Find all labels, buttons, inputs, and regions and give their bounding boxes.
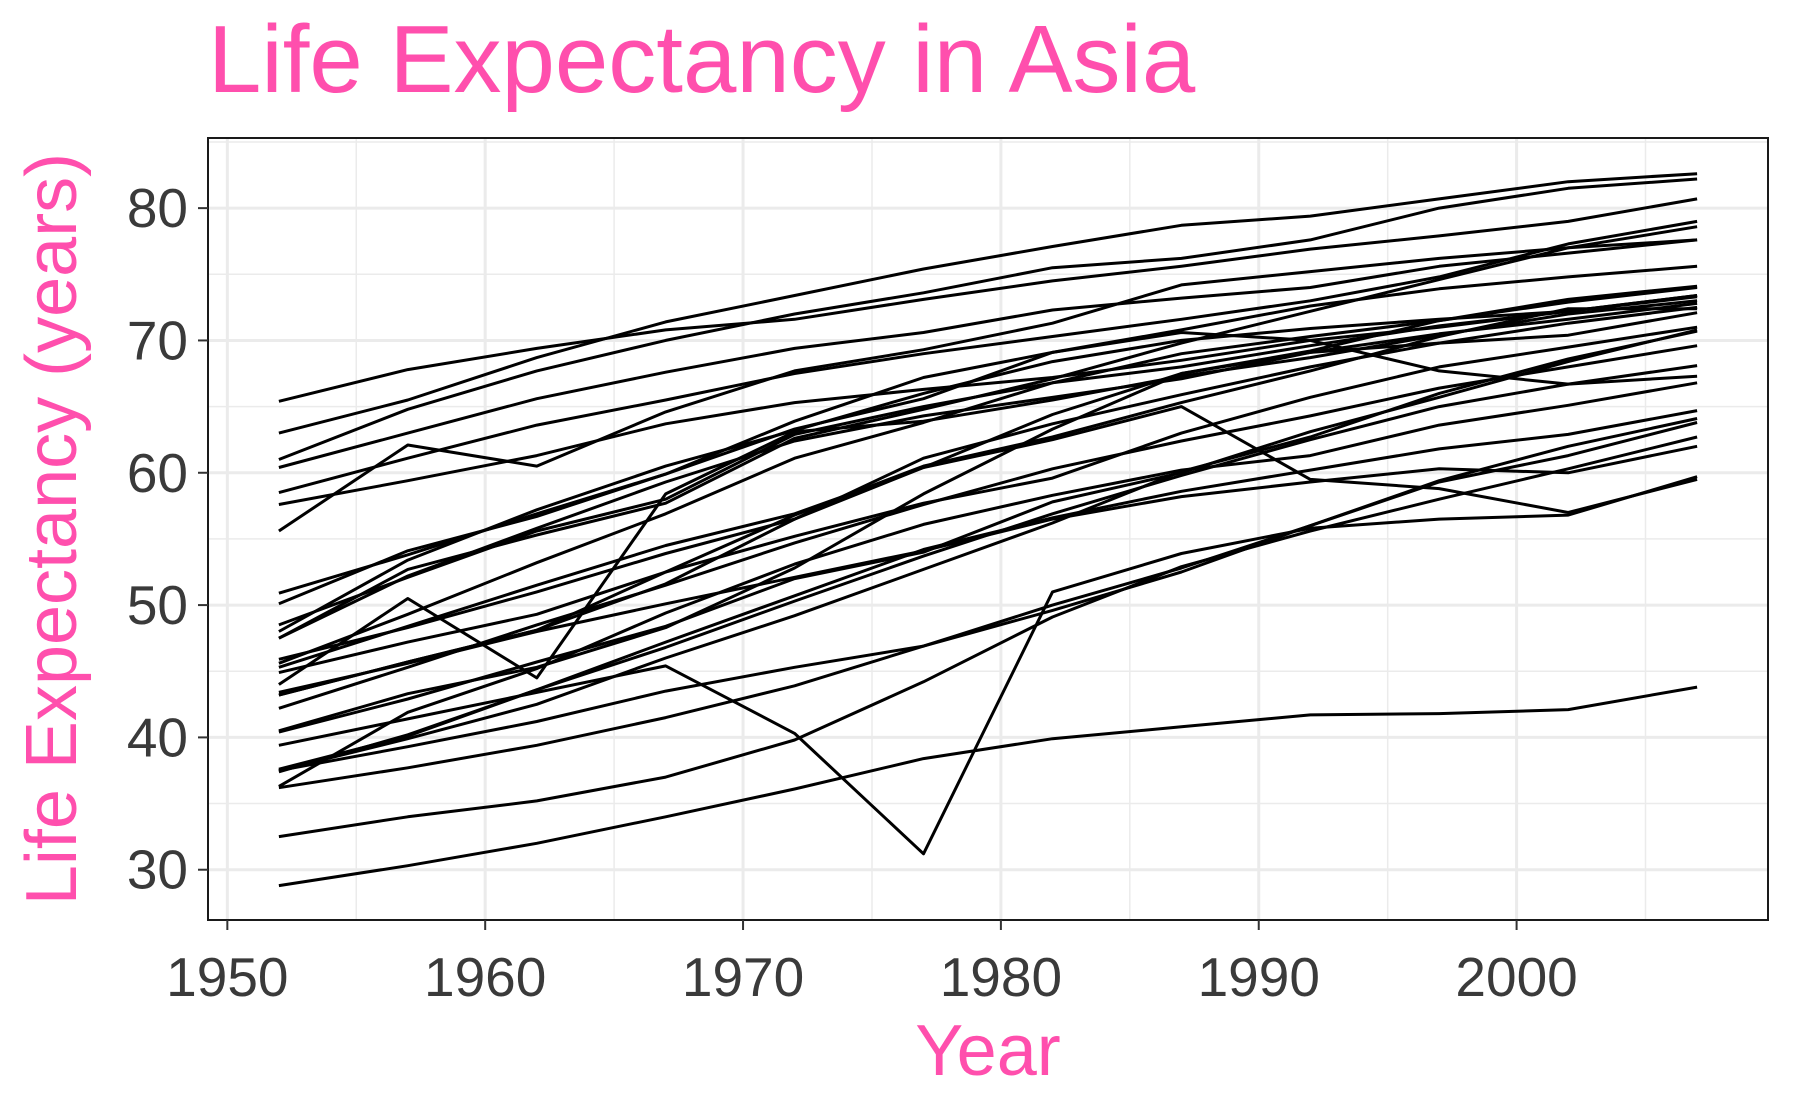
x-tick-label: 1960	[424, 946, 546, 1008]
series-line-30	[278, 328, 1698, 734]
series-line-8	[278, 329, 1698, 772]
series-line-14	[278, 331, 1698, 606]
y-tick-label: 70	[127, 309, 188, 371]
y-axis-title: Life Expectancy (years)	[12, 153, 92, 905]
series-line-33	[278, 311, 1698, 640]
series-line-19	[278, 381, 1698, 788]
chart-title: Life Expectancy in Asia	[208, 6, 1196, 113]
series-line-27	[278, 238, 1698, 469]
series-line-20	[278, 421, 1698, 790]
axes: 1950 1960 1970 1980 1990 2000 30 40 50 60 70 80	[127, 177, 1578, 1008]
series-line-10	[278, 405, 1698, 669]
x-tick-label: 1950	[166, 946, 288, 1008]
x-axis-title: Year	[915, 1011, 1060, 1091]
series-line-16	[278, 238, 1698, 533]
series-line-6	[278, 177, 1698, 461]
series-line-3	[278, 417, 1698, 772]
series-line-11	[278, 197, 1698, 403]
series-line-26	[278, 219, 1698, 495]
x-tick-label: 2000	[1455, 946, 1577, 1008]
x-tick-label: 1980	[940, 946, 1062, 1008]
series-line-18	[278, 344, 1698, 710]
series-line-31	[278, 307, 1698, 697]
y-tick-label: 60	[127, 442, 188, 504]
series-line-32	[278, 435, 1698, 839]
series-line-1	[278, 685, 1698, 888]
x-tick-label: 1970	[682, 946, 804, 1008]
x-tick-label: 1990	[1198, 946, 1320, 1008]
y-tick-label: 80	[127, 177, 188, 239]
series-line-12	[278, 172, 1698, 435]
plot-panel-border	[207, 137, 1769, 921]
series-line-28	[278, 284, 1698, 661]
series-lines	[278, 172, 1698, 888]
series-line-29	[278, 294, 1698, 506]
series-line-9	[278, 325, 1698, 675]
y-tick-label: 50	[127, 574, 188, 636]
y-tick-label: 30	[127, 839, 188, 901]
y-tick-label: 40	[127, 706, 188, 768]
plot-panel-background	[208, 138, 1768, 920]
